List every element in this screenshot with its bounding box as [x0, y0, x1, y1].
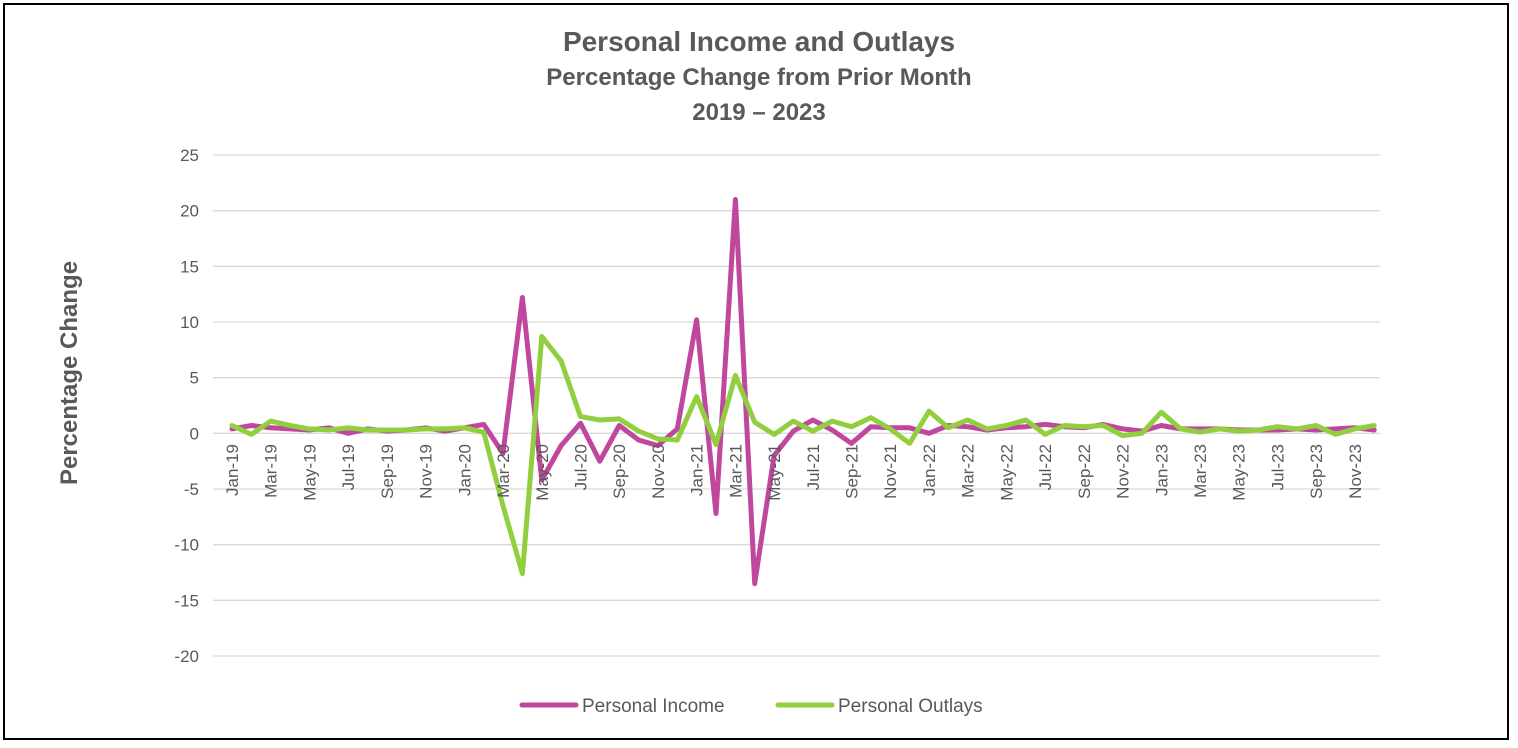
x-tick-label: Jan-23 [1152, 444, 1171, 496]
y-tick-label: -5 [184, 480, 199, 499]
y-tick-label: 15 [180, 257, 199, 276]
x-tick-label: Sep-22 [1075, 444, 1094, 499]
y-axis-label: Percentage Change [56, 261, 83, 485]
chart-subtitle-years: 2019 – 2023 [692, 99, 826, 126]
x-tick-label: Jan-20 [455, 444, 474, 496]
x-tick-label: Jul-20 [572, 444, 591, 490]
x-tick-label: Jul-22 [1036, 444, 1055, 490]
x-tick-label: Mar-19 [262, 444, 281, 498]
x-tick-label: Mar-21 [726, 444, 745, 498]
x-tick-label: Jan-19 [223, 444, 242, 496]
x-tick-label: Sep-21 [843, 444, 862, 499]
x-tick-label: Jul-19 [339, 444, 358, 490]
x-tick-label: Jul-23 [1268, 444, 1287, 490]
x-tick-label: Nov-19 [417, 444, 436, 499]
x-tick-label: May-21 [765, 444, 784, 501]
x-tick-label: May-19 [300, 444, 319, 501]
y-tick-label: -15 [174, 591, 199, 610]
chart-title-block: Personal Income and Outlays Percentage C… [0, 28, 1518, 125]
x-tick-label: May-22 [997, 444, 1016, 501]
chart-frame [3, 3, 1509, 740]
chart-title: Personal Income and Outlays [562, 26, 956, 57]
x-axis-ticks: Jan-19 Mar-19 May-19 Jul-19 Sep-19 Nov-19 Jan-… [223, 444, 1365, 501]
series-line-personal-outlays [229, 334, 1377, 577]
x-tick-label: May-23 [1230, 444, 1249, 501]
x-tick-label: Mar-22 [959, 444, 978, 498]
x-tick-label: Mar-23 [1191, 444, 1210, 498]
x-tick-label: May-20 [533, 444, 552, 501]
gridlines [213, 154, 1380, 657]
y-tick-label: 10 [180, 313, 199, 332]
y-tick-label: 5 [190, 369, 199, 388]
x-tick-label: Nov-23 [1346, 444, 1365, 499]
x-tick-label: Sep-23 [1307, 444, 1326, 499]
x-tick-label: Nov-22 [1114, 444, 1133, 499]
x-tick-label: Nov-20 [649, 444, 668, 499]
y-tick-label: 25 [180, 146, 199, 165]
x-tick-label: Jul-21 [804, 444, 823, 490]
legend: Personal Income Personal Outlays [519, 696, 983, 717]
x-tick-label: Mar-20 [494, 444, 513, 498]
legend-label: Personal Income [582, 696, 725, 717]
y-tick-label: 0 [190, 424, 199, 443]
x-tick-label: Jan-21 [688, 444, 707, 496]
y-tick-label: -10 [174, 536, 199, 555]
y-tick-label: -20 [174, 647, 199, 666]
series-lines [229, 197, 1377, 587]
x-tick-label: Sep-19 [378, 444, 397, 499]
y-axis-ticks: 25 20 15 10 5 0 -5 -10 -15 -20 [174, 146, 199, 666]
x-tick-label: Sep-20 [610, 444, 629, 499]
x-tick-label: Nov-21 [881, 444, 900, 499]
chart-subtitle: Percentage Change from Prior Month [546, 64, 972, 91]
y-tick-label: 20 [180, 202, 199, 221]
x-tick-label: Jan-22 [920, 444, 939, 496]
legend-label: Personal Outlays [838, 696, 983, 717]
series-line-personal-income [229, 197, 1377, 587]
